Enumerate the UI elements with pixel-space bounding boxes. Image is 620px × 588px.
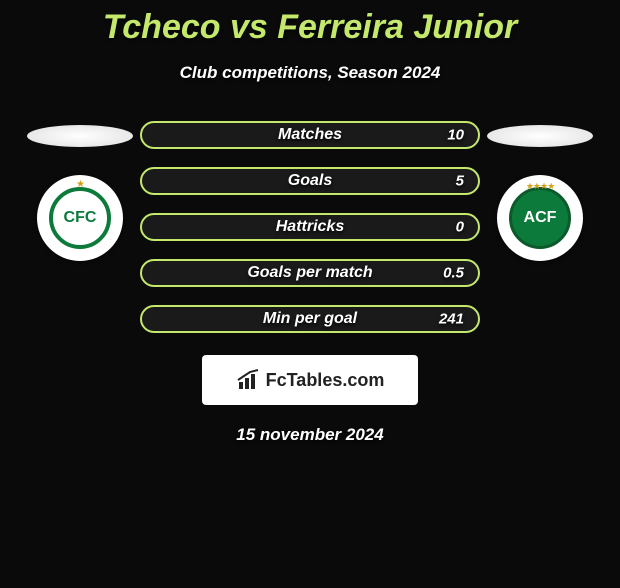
branding-label: FcTables.com <box>266 370 385 391</box>
team-badge-left-label: CFC <box>49 187 111 249</box>
stat-value-right: 10 <box>447 127 464 144</box>
page-subtitle: Club competitions, Season 2024 <box>0 63 620 83</box>
chart-icon <box>236 368 260 392</box>
team-badge-right-label: ACF <box>509 187 571 249</box>
stat-row-mpg: Min per goal 241 <box>140 305 480 333</box>
stat-value-right: 5 <box>456 173 464 190</box>
stat-label: Goals per match <box>247 264 372 282</box>
star-icon: ★★★★ <box>526 181 554 192</box>
stat-label: Matches <box>278 126 342 144</box>
player-silhouette-right <box>487 125 593 147</box>
stat-row-goals: Goals 5 <box>140 167 480 195</box>
stats-area: ★ CFC Matches 10 Goals 5 Hattricks 0 Goa… <box>0 121 620 333</box>
stat-label: Goals <box>288 172 332 190</box>
stat-value-right: 0.5 <box>443 265 464 282</box>
stat-value-right: 0 <box>456 219 464 236</box>
stats-rows: Matches 10 Goals 5 Hattricks 0 Goals per… <box>140 121 480 333</box>
stat-row-matches: Matches 10 <box>140 121 480 149</box>
left-team-col: ★ CFC <box>20 121 140 261</box>
star-icon: ★ <box>76 179 84 190</box>
right-team-col: ★★★★ ACF <box>480 121 600 261</box>
stat-value-right: 241 <box>439 311 464 328</box>
team-badge-right: ★★★★ ACF <box>497 175 583 261</box>
footer-date: 15 november 2024 <box>0 425 620 445</box>
stat-row-hattricks: Hattricks 0 <box>140 213 480 241</box>
page-title: Tcheco vs Ferreira Junior <box>0 8 620 47</box>
branding-box[interactable]: FcTables.com <box>202 355 418 405</box>
player-silhouette-left <box>27 125 133 147</box>
stat-label: Min per goal <box>263 310 357 328</box>
stat-row-gpm: Goals per match 0.5 <box>140 259 480 287</box>
team-badge-left: ★ CFC <box>37 175 123 261</box>
stat-label: Hattricks <box>276 218 344 236</box>
